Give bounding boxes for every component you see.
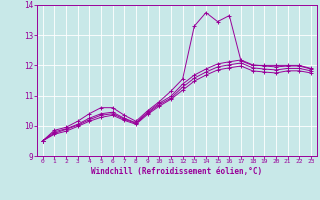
X-axis label: Windchill (Refroidissement éolien,°C): Windchill (Refroidissement éolien,°C) bbox=[91, 167, 262, 176]
